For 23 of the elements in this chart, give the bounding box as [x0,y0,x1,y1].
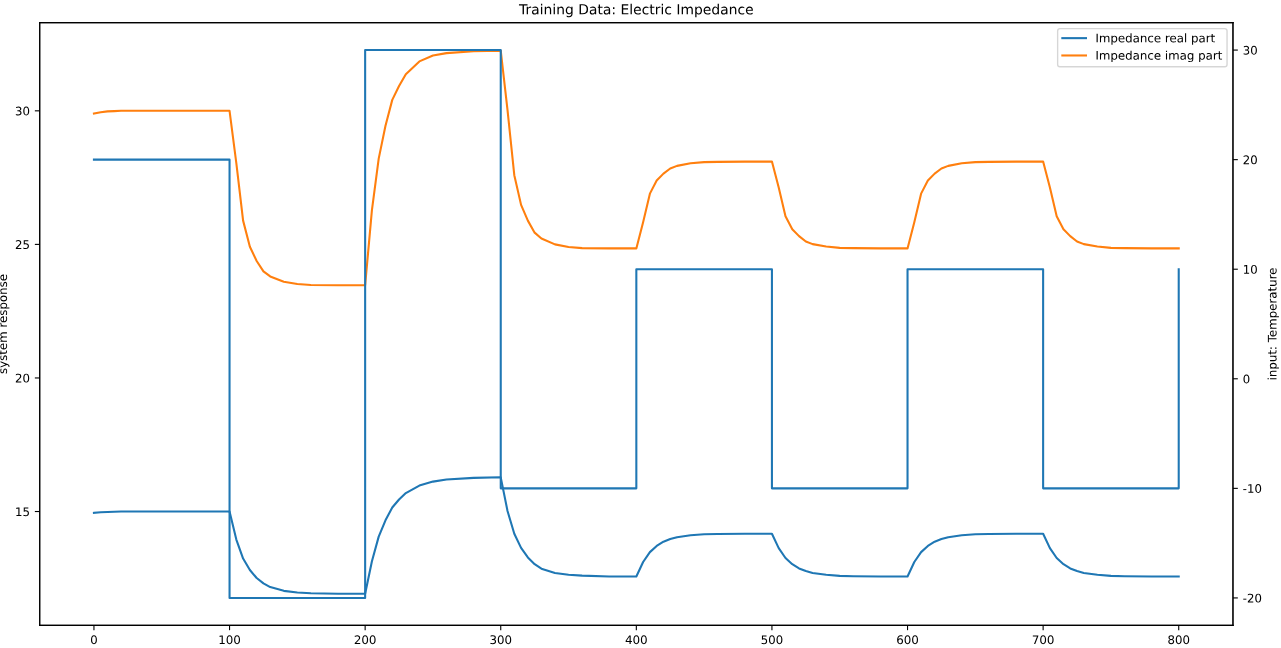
y2-tick-label: 30 [1243,45,1257,55]
x-tick-label: 600 [897,635,919,645]
x-tick-label: 0 [90,635,97,645]
x-tick-label: 700 [1032,635,1054,645]
y2-tick-label: -10 [1243,484,1262,494]
y2-tick-label: 10 [1243,264,1257,274]
x-tick-label: 800 [1168,635,1190,645]
legend-label: Impedance real part [1096,33,1215,45]
y2-axis-title: input: Temperature [1267,268,1279,380]
y-tick-label: 20 [15,373,30,383]
y2-tick-label: 20 [1243,155,1257,165]
legend-label: Impedance imag part [1096,50,1223,63]
x-tick-label: 300 [490,635,512,645]
y2-tick-label: 0 [1243,374,1250,384]
y2-tick-label: -20 [1243,593,1262,603]
x-tick-label: 200 [354,635,376,645]
y-tick-label: 25 [15,240,29,250]
y-tick-label: 30 [15,106,30,116]
x-tick-label: 500 [761,635,783,645]
chart-title: Training Data: Electric Impedance [518,3,753,18]
x-tick-label: 100 [219,635,241,645]
x-tick-label: 400 [625,635,647,645]
y-tick-label: 15 [16,507,29,517]
